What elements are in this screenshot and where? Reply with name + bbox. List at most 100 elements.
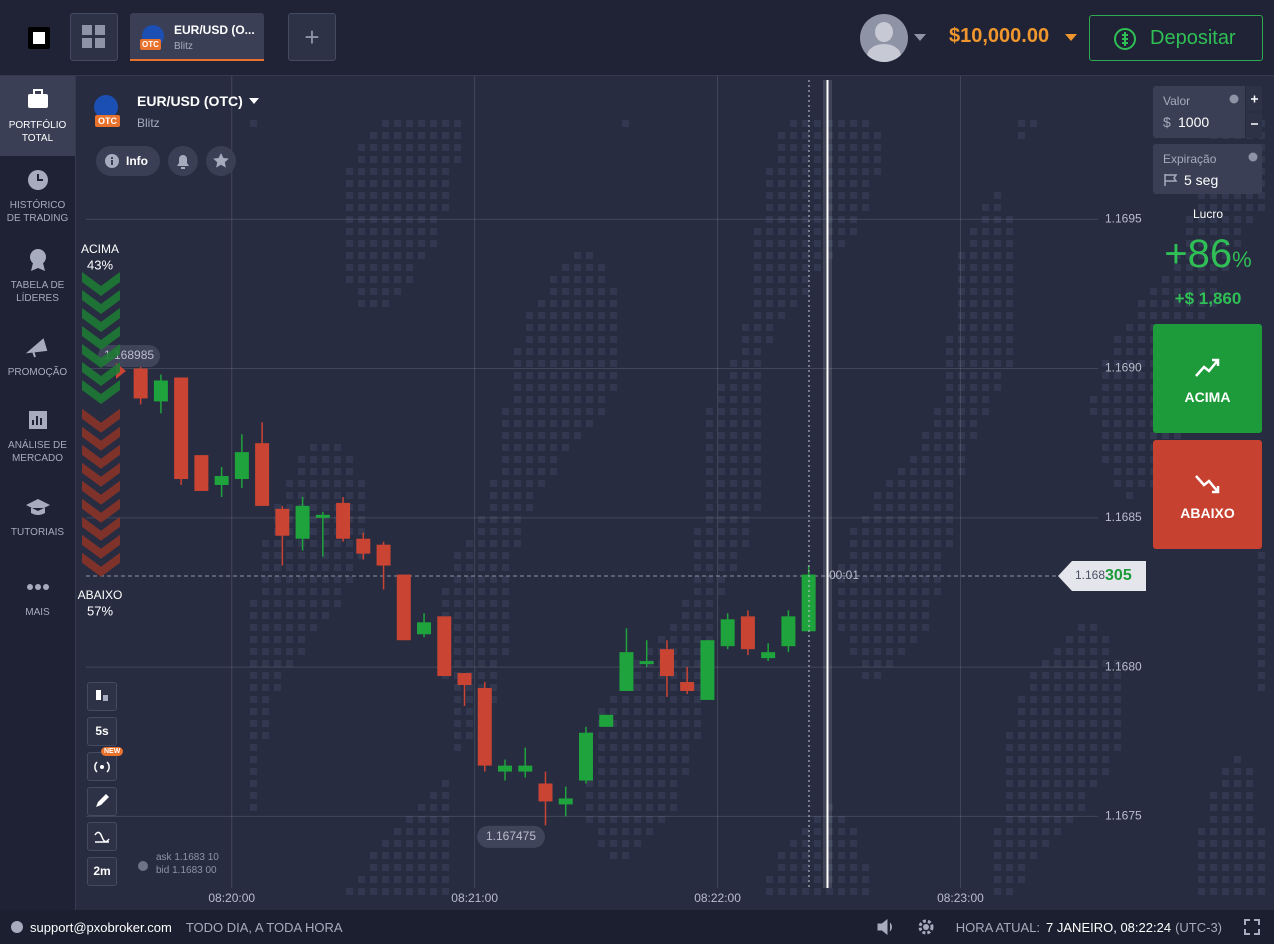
- put-button[interactable]: ABAIXO: [1153, 440, 1262, 549]
- candle-body: [376, 544, 391, 566]
- map-dot: [610, 804, 617, 811]
- map-dot: [310, 492, 317, 499]
- balance-caret[interactable]: [1064, 33, 1078, 43]
- zoom-button[interactable]: 2m: [87, 857, 117, 886]
- map-dot: [730, 468, 737, 475]
- fullscreen-icon[interactable]: [1244, 919, 1260, 935]
- avatar[interactable]: [860, 14, 908, 62]
- map-dot: [586, 264, 593, 271]
- map-dot: [1114, 672, 1121, 679]
- map-dot: [838, 120, 845, 127]
- map-dot: [526, 360, 533, 367]
- draw-button[interactable]: [87, 787, 117, 816]
- favorite-button[interactable]: [206, 146, 236, 176]
- map-dot: [322, 564, 329, 571]
- amount-help[interactable]: [1229, 94, 1239, 104]
- settings-icon[interactable]: [918, 919, 934, 935]
- map-dot: [778, 864, 785, 871]
- map-dot: [970, 372, 977, 379]
- map-dot: [862, 192, 869, 199]
- map-dot: [1018, 756, 1025, 763]
- map-dot: [706, 588, 713, 595]
- map-dot: [598, 336, 605, 343]
- map-dot: [1042, 816, 1049, 823]
- info-button[interactable]: Info: [96, 146, 160, 176]
- nav-item[interactable]: HISTÓRICO DE TRADING: [0, 156, 75, 236]
- map-dot: [322, 576, 329, 583]
- map-dot: [766, 876, 773, 883]
- chart-type-button[interactable]: [87, 682, 117, 711]
- map-dot: [1114, 420, 1121, 427]
- map-dot: [610, 696, 617, 703]
- map-dot: [1198, 264, 1205, 271]
- map-dot: [862, 204, 869, 211]
- caret[interactable]: [913, 33, 927, 43]
- map-dot: [370, 156, 377, 163]
- nav-item[interactable]: TABELA DE LÍDERES: [0, 236, 75, 316]
- map-dot: [1198, 876, 1205, 883]
- map-dot: [910, 636, 917, 643]
- map-dot: [610, 840, 617, 847]
- nav-item[interactable]: TUTORIAIS: [0, 476, 75, 556]
- map-dot: [766, 168, 773, 175]
- map-dot: [718, 588, 725, 595]
- map-dot: [754, 240, 761, 247]
- map-dot: [874, 168, 881, 175]
- amount-box[interactable]: Valor $ 1000: [1153, 86, 1263, 138]
- support-email[interactable]: support@pxobroker.com: [30, 919, 172, 935]
- map-dot: [898, 480, 905, 487]
- indicator-button[interactable]: [87, 822, 117, 851]
- deposit-button[interactable]: Depositar: [1089, 15, 1263, 61]
- add-tab[interactable]: +: [288, 13, 336, 61]
- layout-button[interactable]: [70, 13, 118, 61]
- alert-button[interactable]: [168, 146, 198, 176]
- map-dot: [994, 348, 1001, 355]
- map-dot: [286, 492, 293, 499]
- map-dot: [1018, 876, 1025, 883]
- nav-item[interactable]: ANÁLISE DE MERCADO: [0, 396, 75, 476]
- map-dot: [754, 348, 761, 355]
- map-dot: [1102, 408, 1109, 415]
- map-dot: [838, 600, 845, 607]
- ask: ask 1.1683 10: [156, 852, 219, 863]
- call-button[interactable]: ACIMA: [1153, 324, 1262, 433]
- asset-caret[interactable]: [248, 97, 260, 105]
- map-dot: [838, 888, 845, 895]
- map-dot: [562, 372, 569, 379]
- info-label: Info: [126, 154, 148, 168]
- map-dot: [838, 564, 845, 571]
- map-dot: [610, 756, 617, 763]
- candle-body: [174, 377, 189, 480]
- map-dot: [322, 456, 329, 463]
- map-dot: [502, 408, 509, 415]
- nav-item[interactable]: PROMOÇÃO: [0, 316, 75, 396]
- signals-button[interactable]: [87, 752, 117, 781]
- map-dot: [430, 180, 437, 187]
- map-dot: [1006, 252, 1013, 259]
- map-dot: [682, 768, 689, 775]
- sound-icon[interactable]: [876, 919, 896, 935]
- balance[interactable]: $10,000.00: [949, 25, 1050, 47]
- asset-tab[interactable]: OTC EUR/USD (O... Blitz: [130, 13, 264, 61]
- nav-item[interactable]: MAIS: [0, 556, 75, 636]
- map-dot: [1018, 744, 1025, 751]
- map-dot: [1102, 660, 1109, 667]
- expiry-box[interactable]: Expiração 5 seg: [1153, 144, 1262, 194]
- map-dot: [982, 300, 989, 307]
- map-dot: [490, 528, 497, 535]
- map-dot: [562, 336, 569, 343]
- map-dot: [874, 144, 881, 151]
- map-dot: [1186, 264, 1193, 271]
- nav-item[interactable]: PORTFÓLIO TOTAL: [0, 76, 75, 156]
- map-dot: [850, 576, 857, 583]
- stepper-icons[interactable]: [1246, 86, 1263, 138]
- interval-button[interactable]: 5s: [87, 717, 117, 746]
- map-dot: [862, 180, 869, 187]
- logo[interactable]: [28, 27, 50, 49]
- map-dot: [850, 144, 857, 151]
- expiry-help[interactable]: [1248, 152, 1258, 162]
- map-dot: [358, 516, 365, 523]
- map-dot: [1234, 816, 1241, 823]
- map-dot: [346, 228, 353, 235]
- asset-title[interactable]: EUR/USD (OTC): [137, 93, 243, 109]
